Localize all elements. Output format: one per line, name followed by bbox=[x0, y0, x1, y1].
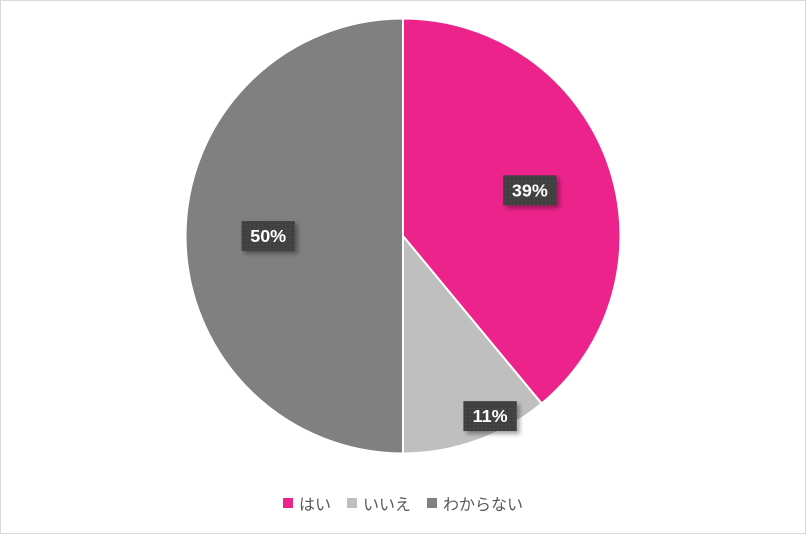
legend-label: はい bbox=[299, 491, 331, 515]
pie-chart: 39% 11% 50% bbox=[1, 1, 805, 471]
legend-label: いいえ bbox=[363, 491, 411, 515]
data-label-yes: 39% bbox=[503, 175, 556, 205]
data-label-dontknow: 50% bbox=[242, 221, 295, 251]
chart-frame: 39% 11% 50% はい いいえ わからない bbox=[0, 0, 806, 534]
data-label-text: 39% bbox=[512, 180, 548, 200]
data-label-text: 50% bbox=[250, 226, 286, 246]
legend-item-yes: はい bbox=[283, 491, 331, 515]
legend-swatch bbox=[427, 498, 437, 508]
legend-swatch bbox=[347, 498, 357, 508]
pie-svg: 39% 11% 50% bbox=[1, 0, 805, 481]
data-label-text: 11% bbox=[473, 406, 508, 426]
legend-item-dontknow: わからない bbox=[427, 491, 523, 515]
legend-item-no: いいえ bbox=[347, 491, 411, 515]
legend-swatch bbox=[283, 498, 293, 508]
legend-label: わからない bbox=[443, 491, 523, 515]
data-label-no: 11% bbox=[463, 401, 516, 431]
legend: はい いいえ わからない bbox=[1, 491, 805, 515]
